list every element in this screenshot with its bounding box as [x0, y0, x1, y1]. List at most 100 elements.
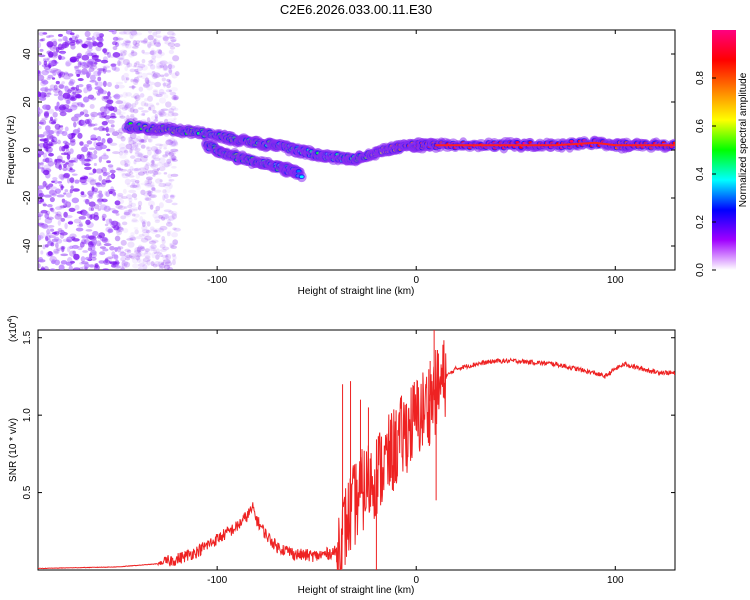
noise-speck	[146, 84, 153, 91]
noise-speck	[40, 250, 44, 255]
noise-speck	[139, 252, 146, 257]
noise-speck	[143, 37, 148, 43]
noise-speck	[74, 204, 80, 211]
noise-speck	[111, 264, 117, 268]
noise-speck	[60, 185, 65, 189]
noise-speck	[128, 197, 133, 203]
noise-speck	[106, 81, 112, 88]
noise-speck	[69, 233, 77, 239]
noise-speck	[170, 154, 177, 161]
noise-speck	[134, 100, 139, 105]
noise-speck	[158, 214, 163, 219]
noise-speck	[142, 165, 150, 172]
noise-speck	[111, 254, 119, 259]
noise-speck	[85, 219, 91, 225]
noise-speck	[71, 244, 79, 249]
noise-speck	[72, 91, 77, 95]
noise-speck	[38, 212, 44, 217]
noise-speck	[109, 246, 115, 251]
noise-speck	[159, 225, 168, 231]
noise-speck	[155, 254, 160, 260]
noise-speck	[128, 171, 134, 176]
noise-speck	[53, 93, 59, 97]
noise-speck	[147, 184, 156, 188]
noise-speck	[170, 141, 179, 148]
noise-speck	[41, 223, 49, 229]
noise-speck	[126, 61, 131, 68]
noise-speck	[45, 185, 51, 190]
noise-speck	[106, 148, 111, 152]
noise-speck	[153, 216, 162, 222]
noise-speck	[57, 33, 63, 37]
noise-speck	[161, 255, 168, 258]
chart-title: C2E6.2026.033.00.11.E30	[279, 2, 433, 17]
noise-speck	[142, 112, 146, 116]
noise-speck	[172, 239, 179, 246]
spectrogram-panel: -100 0 100 -40 -20 0 20 40 Height of straight …	[6, 29, 676, 297]
noise-speck	[173, 96, 179, 100]
snr-y-tick-label: 1.0	[22, 408, 33, 422]
noise-speck	[102, 66, 108, 73]
noise-speck	[144, 102, 149, 107]
noise-speck	[99, 114, 105, 119]
noise-speck	[161, 143, 168, 148]
noise-speck	[61, 247, 65, 252]
noise-speck	[41, 64, 49, 68]
noise-speck	[84, 30, 91, 38]
noise-speck	[43, 167, 52, 173]
noise-speck	[118, 143, 126, 149]
noise-speck	[63, 75, 71, 80]
noise-speck	[86, 177, 95, 183]
noise-speck	[139, 155, 148, 163]
noise-speck	[134, 68, 139, 73]
noise-speck	[110, 124, 115, 128]
noise-speck	[121, 259, 126, 264]
noise-speck	[105, 95, 112, 100]
noise-speck	[141, 229, 150, 234]
noise-speck	[131, 168, 139, 172]
noise-speck	[150, 163, 159, 169]
noise-speck	[135, 61, 140, 65]
noise-speck	[60, 217, 66, 222]
noise-speck	[153, 209, 158, 214]
noise-speck	[93, 162, 97, 167]
noise-speck	[133, 249, 142, 255]
noise-speck	[161, 214, 168, 220]
noise-speck	[116, 246, 124, 250]
noise-speck	[64, 126, 69, 132]
noise-speck	[120, 250, 125, 254]
noise-speck	[121, 196, 128, 200]
noise-speck	[117, 60, 121, 67]
noise-speck	[151, 239, 159, 243]
noise-speck	[135, 40, 141, 44]
snr-y-ticks: 0.5 1.0 1.5	[22, 330, 675, 500]
noise-speck	[60, 253, 69, 257]
noise-speck	[68, 159, 76, 163]
noise-speck	[137, 153, 144, 158]
noise-speck	[77, 132, 83, 139]
noise-speck	[47, 143, 54, 147]
noise-speck	[125, 102, 132, 109]
noise-speck	[121, 221, 128, 226]
noise-speck	[164, 261, 173, 267]
noise-speck	[88, 252, 93, 259]
noise-speck	[152, 37, 158, 42]
noise-speck	[68, 207, 76, 213]
noise-speck	[146, 146, 152, 152]
noise-speck	[71, 35, 76, 41]
noise-speck	[156, 167, 160, 171]
noise-speck	[133, 213, 140, 218]
noise-speck	[107, 127, 115, 133]
noise-speck	[42, 32, 48, 35]
noise-speck	[129, 107, 135, 114]
noise-speck	[139, 216, 144, 222]
noise-speck	[121, 106, 128, 111]
noise-speck	[145, 162, 150, 166]
noise-speck	[49, 84, 56, 90]
noise-speck	[66, 236, 73, 243]
noise-speck	[146, 192, 153, 196]
noise-speck	[63, 192, 67, 195]
noise-speck	[41, 93, 46, 99]
noise-speck	[119, 147, 127, 153]
noise-speck	[146, 259, 151, 266]
